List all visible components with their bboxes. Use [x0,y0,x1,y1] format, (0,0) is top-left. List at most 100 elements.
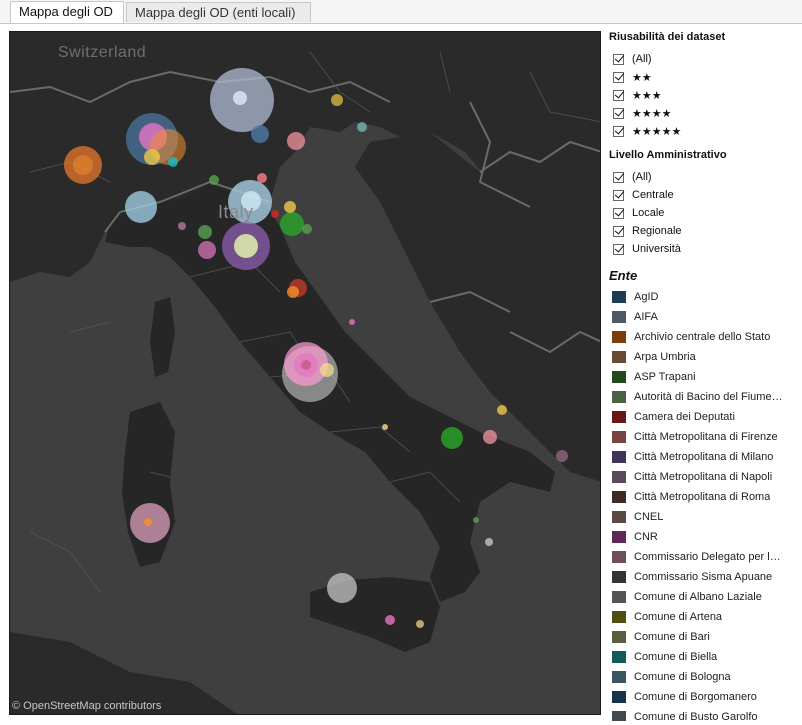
bubble-padova[interactable] [271,210,279,218]
legend-label: Comune di Albano Laziale [634,591,762,603]
bubble-rimini[interactable] [284,201,296,213]
legend-item[interactable]: Archivio centrale dello Stato [609,327,799,347]
bubble-ravenna[interactable] [280,212,304,236]
bubble-vicenza[interactable] [251,125,269,143]
filter-riusabilita-all[interactable]: (All) [609,50,799,68]
filter-livello-locale[interactable]: Locale [609,204,799,222]
legend-swatch [612,431,626,443]
legend-item[interactable]: Comune di Biella [609,647,799,667]
bubble-palermo[interactable] [327,573,357,603]
bubble-calabria[interactable] [473,517,479,523]
legend-label: Arpa Umbria [634,351,696,363]
bubble-reggio[interactable] [485,538,493,546]
legend-label: Commissario Delegato per l… [634,551,781,563]
legend-item[interactable]: Città Metropolitana di Milano [609,447,799,467]
tab-mappa-degli-od-enti-locali[interactable]: Mappa degli OD (enti locali) [126,2,311,22]
legend-item[interactable]: ASP Trapani [609,367,799,387]
bubble-abruzzo[interactable] [349,319,355,325]
legend-swatch [612,591,626,603]
checkbox-icon[interactable] [613,125,624,137]
legend-label: Comune di Artena [634,611,723,623]
filter-livello-regionale[interactable]: Regionale [609,222,799,240]
bubble-milano-yellow[interactable] [144,149,160,165]
bubble-parma[interactable] [178,222,186,230]
legend-item[interactable]: AgID [609,287,799,307]
legend-label: CNEL [634,511,664,523]
bubble-roma-core[interactable] [301,360,311,370]
legend-item[interactable]: Comune di Bologna [609,667,799,687]
bubble-roma-side[interactable] [320,363,334,377]
bubble-pistoia[interactable] [198,225,212,239]
legend-label: Città Metropolitana di Napoli [634,471,773,483]
bubble-molise[interactable] [382,424,388,430]
bubble-ancona[interactable] [302,224,312,234]
bubble-brescia[interactable] [257,173,267,183]
filter-livello-all[interactable]: (All) [609,168,799,186]
legend-label: Comune di Bari [634,631,710,643]
legend-item[interactable]: CNR [609,527,799,547]
legend-item[interactable]: Arpa Umbria [609,347,799,367]
legend-swatch [612,691,626,703]
bubble-napoli[interactable] [441,427,463,449]
tab-mappa-degli-od[interactable]: Mappa degli OD [10,1,124,23]
filter-riusabilita-5-stars[interactable]: ★★★★★ [609,122,799,140]
legend-item[interactable]: Camera dei Deputati [609,407,799,427]
bubble-foggia[interactable] [497,405,507,415]
checkbox-icon[interactable] [613,243,624,255]
checkbox-icon[interactable] [613,189,624,201]
map-attribution[interactable]: © OpenStreetMap contributors [12,700,162,712]
legend-label: Comune di Borgomanero [634,691,757,703]
legend-item[interactable]: Comune di Albano Laziale [609,587,799,607]
filter-livello-centrale[interactable]: Centrale [609,186,799,204]
bubble-trieste[interactable] [357,122,367,132]
checkbox-icon[interactable] [613,225,624,237]
checkbox-icon[interactable] [613,53,624,65]
bubble-torino-inner[interactable] [73,155,93,175]
bubble-genova[interactable] [125,191,157,223]
legend-item[interactable]: Comune di Artena [609,607,799,627]
legend-item[interactable]: CNEL [609,507,799,527]
checkbox-icon[interactable] [613,171,624,183]
legend-item[interactable]: Città Metropolitana di Roma [609,487,799,507]
legend-item[interactable]: Commissario Sisma Apuane [609,567,799,587]
legend-label: Commissario Sisma Apuane [634,571,773,583]
bubble-catania[interactable] [385,615,395,625]
legend-item[interactable]: Comune di Bari [609,627,799,647]
legend-label: Camera dei Deputati [634,411,735,423]
bubble-udine[interactable] [331,94,343,106]
tab-bar: Mappa degli OD Mappa degli OD (enti loca… [0,0,802,24]
bubble-venezia[interactable] [287,132,305,150]
bubble-perugia2[interactable] [287,286,299,298]
filter-label: (All) [632,171,652,183]
filter-riusabilita-3-stars[interactable]: ★★★ [609,86,799,104]
bubble-cagliari-inner[interactable] [144,518,152,526]
checkbox-icon[interactable] [613,207,624,219]
bubble-trento-inner[interactable] [233,91,247,105]
legend-item[interactable]: Comune di Busto Garolfo [609,707,799,721]
bubble-messina[interactable] [416,620,424,628]
filter-label: ★★★★★ [632,125,682,138]
legend-item[interactable]: Città Metropolitana di Firenze [609,427,799,447]
bubble-verona[interactable] [209,175,219,185]
filter-label: Locale [632,207,665,219]
bubble-pisa[interactable] [198,241,216,259]
checkbox-icon[interactable] [613,71,624,83]
legend-item[interactable]: Commissario Delegato per l… [609,547,799,567]
legend-item[interactable]: Autorità di Bacino del Fiume… [609,387,799,407]
bubble-como[interactable] [168,157,178,167]
filter-livello-universita[interactable]: Università [609,240,799,258]
legend-title-ente: Ente [609,268,638,283]
checkbox-icon[interactable] [613,89,624,101]
bubble-firenze-inner[interactable] [234,234,258,258]
map-view[interactable]: Switzerland Italy © OpenStreetMap contri… [9,31,601,715]
filter-label: Regionale [632,225,682,237]
legend-item[interactable]: AIFA [609,307,799,327]
bubble-bari[interactable] [483,430,497,444]
checkbox-icon[interactable] [613,107,624,119]
legend-item[interactable]: Comune di Borgomanero [609,687,799,707]
bubble-lecce[interactable] [556,450,568,462]
filter-riusabilita-2-stars[interactable]: ★★ [609,68,799,86]
filter-riusabilita-4-stars[interactable]: ★★★★ [609,104,799,122]
legend-item[interactable]: Città Metropolitana di Napoli [609,467,799,487]
bubble-bologna-inner[interactable] [241,191,261,211]
